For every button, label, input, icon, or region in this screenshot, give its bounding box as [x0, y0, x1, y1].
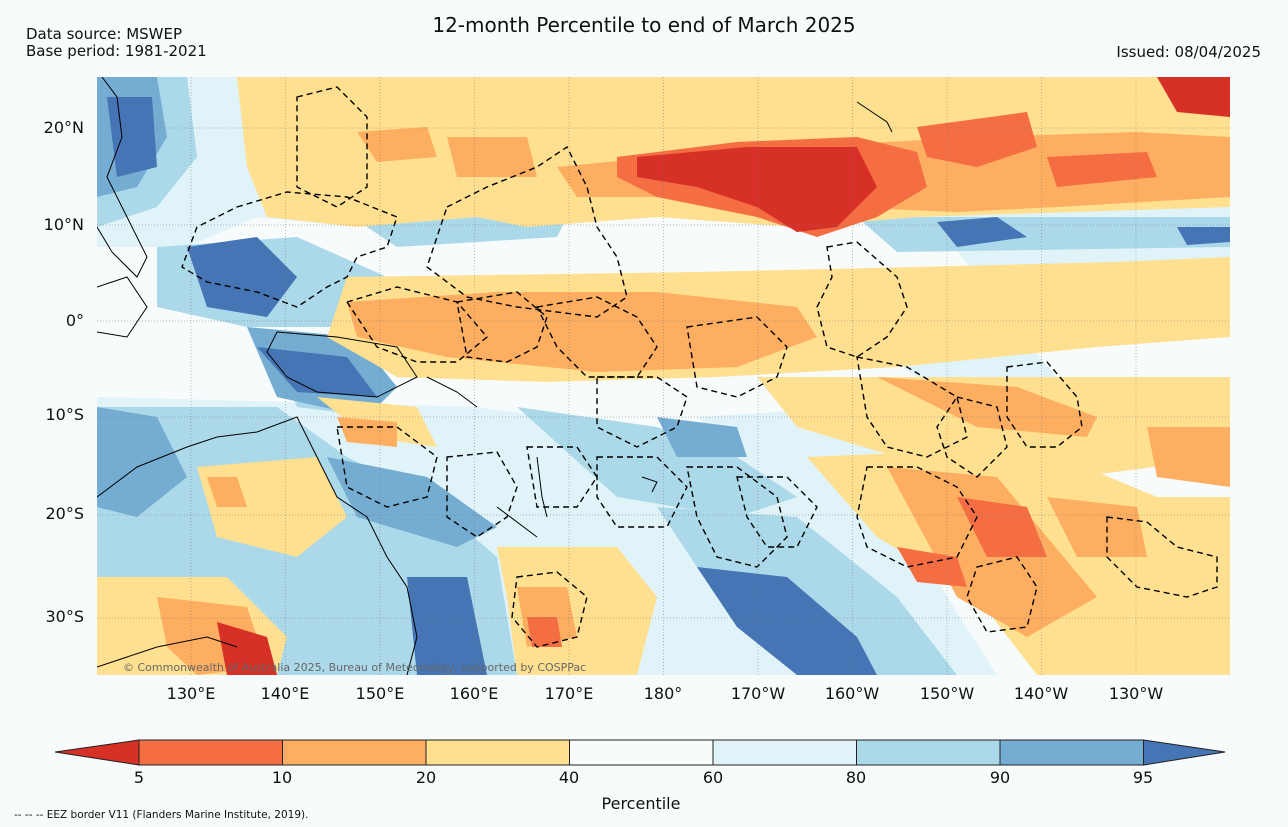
lon-label-150e: 150°E — [355, 684, 405, 703]
lat-label-20s: 20°S — [45, 504, 84, 523]
colorbar-tick-20: 20 — [415, 768, 437, 787]
lat-label-0: 0° — [65, 311, 84, 330]
lon-label-130e: 130°E — [166, 684, 216, 703]
colorbar-tick-80: 80 — [845, 768, 867, 787]
lon-label-130w: 130°W — [1108, 684, 1164, 703]
colorbar-segment-80-90 — [856, 739, 1001, 766]
colorbar — [55, 739, 1226, 766]
colorbar-tick-40: 40 — [558, 768, 580, 787]
philippines-coast — [97, 77, 148, 278]
source-info: Data source: MSWEP Base period: 1981-202… — [26, 26, 207, 60]
eez-borders — [181, 86, 1218, 648]
borneo-coast — [97, 276, 148, 338]
colorbar-tick-95: 95 — [1132, 768, 1154, 787]
colorbar-tick-10: 10 — [271, 768, 293, 787]
percentile-map: © Commonwealth of Australia 2025, Bureau… — [97, 77, 1230, 675]
data-source-text: Data source: MSWEP — [26, 25, 183, 43]
anomaly-fill-red — [217, 77, 1230, 675]
fiji — [641, 476, 658, 493]
anomaly-fill-dark-blue — [97, 77, 1230, 675]
lon-label-140e: 140°E — [260, 684, 310, 703]
colorbar-tick-5: 5 — [133, 768, 145, 787]
new-guinea-coast — [266, 331, 418, 398]
lat-label-10n: 10°N — [43, 215, 84, 234]
colorbar-extend-high — [1143, 739, 1226, 766]
hawaii — [856, 101, 893, 133]
lon-label-170w: 170°W — [730, 684, 786, 703]
colorbar-tick-60: 60 — [702, 768, 724, 787]
map-title: 12-month Percentile to end of March 2025 — [432, 13, 856, 37]
colorbar-extend-low — [55, 739, 140, 766]
base-period-text: Base period: 1981-2021 — [26, 42, 207, 60]
coastlines — [97, 77, 893, 675]
copyright-notice: © Commonwealth of Australia 2025, Bureau… — [123, 661, 586, 674]
colorbar-tick-90: 90 — [989, 768, 1011, 787]
colorbar-segment-90-95 — [999, 739, 1144, 766]
lat-label-30s: 30°S — [45, 607, 84, 626]
new-caledonia — [496, 506, 538, 538]
colorbar-segment-20-40 — [425, 739, 570, 766]
lon-label-150w: 150°W — [919, 684, 975, 703]
solomon-islands — [426, 376, 478, 408]
lon-label-160w: 160°W — [824, 684, 880, 703]
australia-south-coast — [97, 636, 238, 668]
colorbar-segment-5-10 — [138, 739, 283, 766]
lon-label-180: 180° — [643, 684, 683, 703]
eez-footnote: -- -- -- EEZ border V11 (Flanders Marine… — [14, 809, 309, 821]
australia-coast — [97, 416, 418, 675]
issued-date: Issued: 08/04/2025 — [1116, 43, 1261, 61]
vanuatu — [536, 456, 548, 518]
lat-label-10s: 10°S — [45, 405, 84, 424]
colorbar-segment-60-80 — [712, 739, 857, 766]
colorbar-segment-10-20 — [282, 739, 427, 766]
colorbar-segment-40-60 — [569, 739, 714, 766]
lon-label-140w: 140°W — [1013, 684, 1069, 703]
lon-label-170e: 170°E — [544, 684, 594, 703]
graticule — [97, 77, 1230, 675]
lat-label-20n: 20°N — [43, 118, 84, 137]
lon-label-160e: 160°E — [449, 684, 499, 703]
colorbar-label: Percentile — [601, 794, 681, 813]
